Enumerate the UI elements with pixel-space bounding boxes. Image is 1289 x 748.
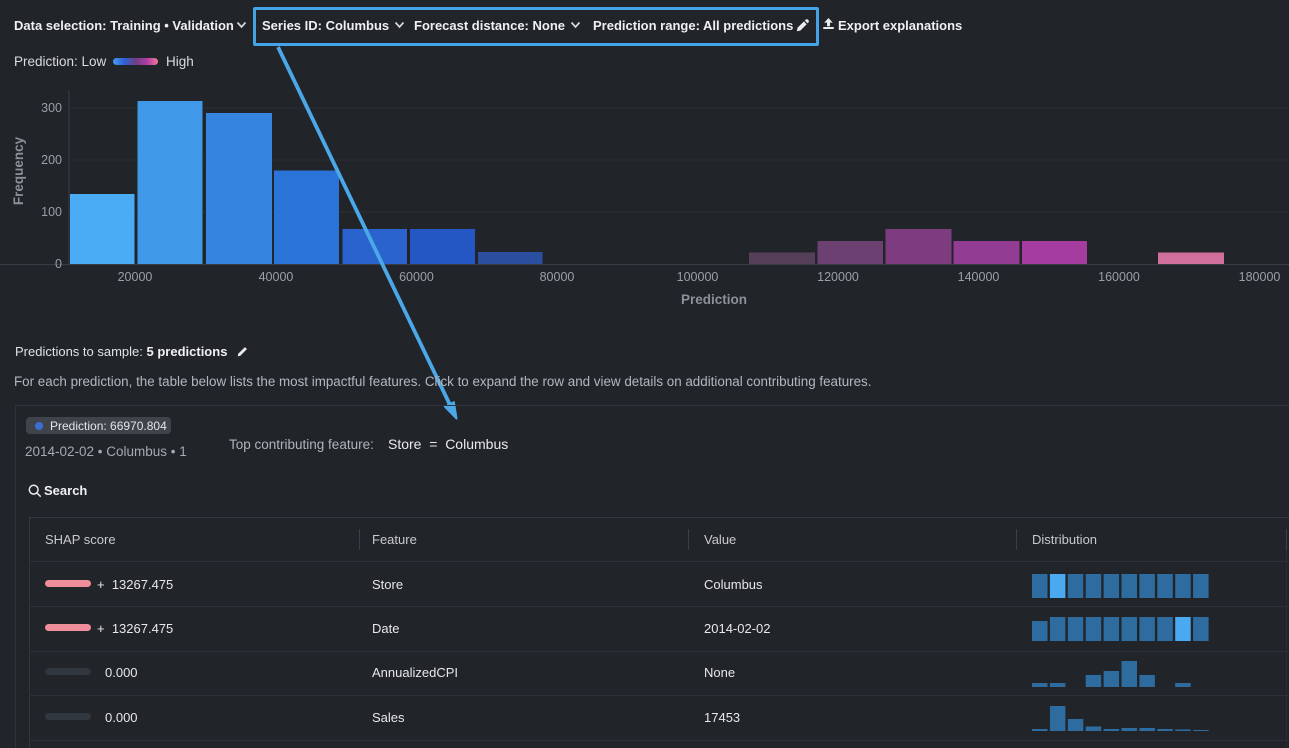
svg-text:80000: 80000: [540, 270, 575, 284]
svg-text:60000: 60000: [399, 270, 434, 284]
svg-text:40000: 40000: [259, 270, 294, 284]
svg-text:180000: 180000: [1239, 270, 1281, 284]
svg-text:200: 200: [41, 153, 62, 167]
svg-text:0: 0: [55, 257, 62, 271]
svg-text:Prediction: Prediction: [681, 292, 747, 307]
svg-text:20000: 20000: [118, 270, 153, 284]
svg-text:300: 300: [41, 101, 62, 115]
svg-text:160000: 160000: [1098, 270, 1140, 284]
svg-text:120000: 120000: [817, 270, 859, 284]
svg-text:140000: 140000: [958, 270, 1000, 284]
svg-text:100: 100: [41, 205, 62, 219]
svg-text:Frequency: Frequency: [11, 136, 26, 205]
svg-text:100000: 100000: [677, 270, 719, 284]
